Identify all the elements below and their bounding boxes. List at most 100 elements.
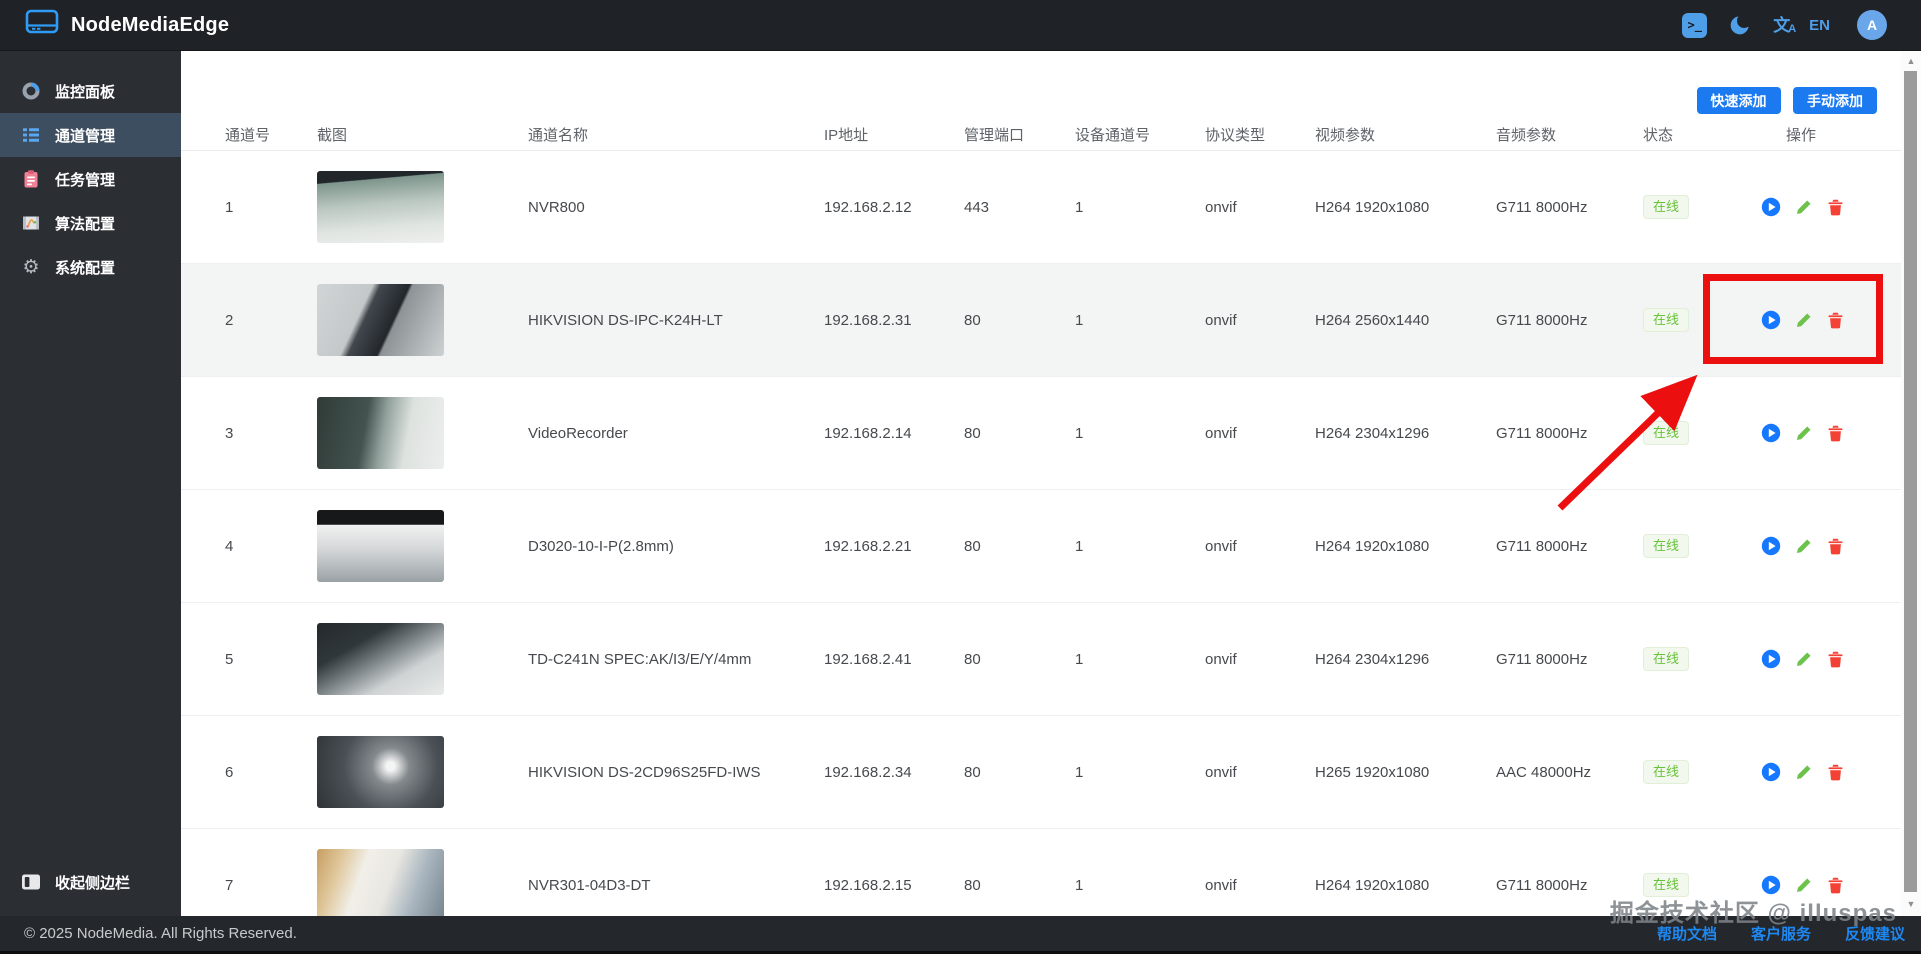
terminal-icon[interactable]: >_ [1682, 12, 1708, 38]
column-header: 音频参数 [1495, 118, 1642, 151]
video-params: H265 1920x1080 [1315, 763, 1430, 781]
channel-snapshot[interactable] [317, 849, 444, 916]
ip-address: 192.168.2.21 [824, 537, 912, 555]
sidebar-nav: 监控面板通道管理任务管理算法配置 ⚙ 系统配置 [0, 51, 181, 289]
status-badge: 在线 [1643, 533, 1690, 559]
channel-table: 通道号 截图 通道名称 IP地址 管理端口 设备通道号 协议类型 视频参数 音频参数 状态 操作 1… [181, 118, 1901, 916]
table-row: 5 TD-C241N SPEC:AK/I3/E/Y/4mm 192.168.2.41… [181, 602, 1901, 716]
row-actions [1751, 875, 1900, 895]
ip-address: 192.168.2.12 [824, 198, 912, 216]
sidebar-item-system-gear[interactable]: ⚙ 系统配置 [0, 245, 181, 289]
status-badge: 在线 [1643, 872, 1690, 898]
channel-snapshot[interactable] [317, 510, 444, 582]
channel-name: NVR301-04D3-DT [528, 876, 651, 894]
annotation-red-arrow [1557, 374, 1698, 511]
channel-snapshot[interactable] [317, 736, 444, 808]
table-row: 7 NVR301-04D3-DT 192.168.2.15 80 1 onvif H264 … [181, 828, 1901, 916]
delete-button[interactable] [1826, 876, 1845, 895]
sidebar-item-label: 通道管理 [55, 127, 116, 145]
delete-button[interactable] [1826, 650, 1845, 669]
column-header: 操作 [1750, 118, 1901, 151]
user-avatar[interactable]: A [1857, 10, 1887, 40]
channel-number: 1 [225, 198, 234, 216]
protocol-type: onvif [1205, 424, 1237, 442]
delete-button[interactable] [1826, 763, 1845, 782]
play-button[interactable] [1761, 762, 1781, 782]
edit-button[interactable] [1794, 311, 1813, 330]
delete-button[interactable] [1826, 424, 1845, 443]
quick-add-button[interactable]: 快速添加 [1696, 87, 1781, 114]
device-channel-number: 1 [1075, 537, 1084, 555]
delete-button[interactable] [1826, 198, 1845, 217]
audio-params: AAC 48000Hz [1496, 763, 1592, 781]
dark-mode-icon[interactable] [1728, 13, 1752, 37]
edit-button[interactable] [1794, 198, 1813, 217]
sidebar-item-label: 算法配置 [55, 215, 116, 233]
video-params: H264 2304x1296 [1315, 650, 1430, 668]
channel-snapshot[interactable] [317, 397, 444, 469]
admin-port: 80 [964, 763, 981, 781]
protocol-type: onvif [1205, 876, 1237, 894]
device-channel-number: 1 [1075, 198, 1084, 216]
column-header: IP地址 [823, 118, 963, 151]
video-params: H264 2560x1440 [1315, 311, 1430, 329]
ip-address: 192.168.2.41 [824, 650, 912, 668]
footer: © 2025 NodeMedia. All Rights Reserved. 帮… [0, 916, 1921, 954]
edit-button[interactable] [1794, 424, 1813, 443]
task-clipboard-icon [21, 169, 41, 189]
system-gear-icon: ⚙ [22, 256, 40, 278]
status-badge: 在线 [1643, 759, 1690, 785]
vertical-scrollbar[interactable]: ▲ ▼ [1901, 51, 1921, 916]
sidebar-item-task-clipboard[interactable]: 任务管理 [0, 157, 181, 201]
scroll-up-arrow-icon[interactable]: ▲ [1906, 56, 1916, 66]
admin-port: 80 [964, 876, 981, 894]
manual-add-button[interactable]: 手动添加 [1793, 87, 1877, 114]
sidebar-item-algorithm-film[interactable]: 算法配置 [0, 201, 181, 245]
play-button[interactable] [1761, 536, 1781, 556]
edit-button[interactable] [1794, 650, 1813, 669]
edit-button[interactable] [1794, 876, 1813, 895]
channel-name: HIKVISION DS-2CD96S25FD-IWS [528, 763, 761, 781]
sidebar-item-dashboard-pie[interactable]: 监控面板 [0, 69, 181, 113]
sidebar-item-label: 任务管理 [55, 171, 116, 189]
collapse-sidebar-icon [21, 872, 41, 892]
device-channel-number: 1 [1075, 763, 1084, 781]
channel-snapshot[interactable] [317, 171, 444, 243]
footer-link[interactable]: 帮助文档 [1656, 926, 1717, 943]
audio-params: G711 8000Hz [1496, 198, 1588, 216]
footer-link[interactable]: 反馈建议 [1844, 926, 1905, 943]
admin-port: 80 [964, 424, 981, 442]
play-button[interactable] [1761, 423, 1781, 443]
sidebar-item-channel-list[interactable]: 通道管理 [0, 113, 181, 157]
watermark: 掘金技术社区 @ illuspas [1609, 900, 1897, 927]
delete-button[interactable] [1826, 311, 1845, 330]
delete-button[interactable] [1826, 537, 1845, 556]
row-actions [1751, 310, 1900, 330]
footer-links: 帮助文档 客户服务 反馈建议 [1623, 923, 1905, 944]
column-header: 视频参数 [1314, 118, 1495, 151]
play-button[interactable] [1761, 197, 1781, 217]
scroll-down-arrow-icon[interactable]: ▼ [1906, 899, 1916, 909]
row-actions [1751, 762, 1900, 782]
brand: NodeMediaEdge [24, 7, 229, 44]
language-label[interactable]: EN [1809, 16, 1830, 34]
edit-button[interactable] [1794, 763, 1813, 782]
edit-button[interactable] [1794, 537, 1813, 556]
admin-port: 443 [964, 198, 990, 216]
play-button[interactable] [1761, 310, 1781, 330]
play-button[interactable] [1761, 875, 1781, 895]
channel-snapshot[interactable] [317, 284, 444, 356]
play-button[interactable] [1761, 649, 1781, 669]
channel-number: 4 [225, 537, 234, 555]
sidebar-collapse-button[interactable]: 收起侧边栏 [0, 860, 181, 904]
channel-name: NVR800 [528, 198, 585, 216]
footer-link[interactable]: 客户服务 [1750, 926, 1811, 943]
column-header: 截图 [316, 118, 527, 151]
channel-snapshot[interactable] [317, 623, 444, 695]
audio-params: G711 8000Hz [1496, 650, 1588, 668]
main-content: 快速添加 手动添加 通道号 截图 通道名称 IP地址 管理端口 设备通道号 协议类型 视频参数… [181, 51, 1901, 916]
scrollbar-thumb[interactable] [1904, 71, 1917, 892]
admin-port: 80 [964, 537, 981, 555]
ip-address: 192.168.2.31 [824, 311, 912, 329]
